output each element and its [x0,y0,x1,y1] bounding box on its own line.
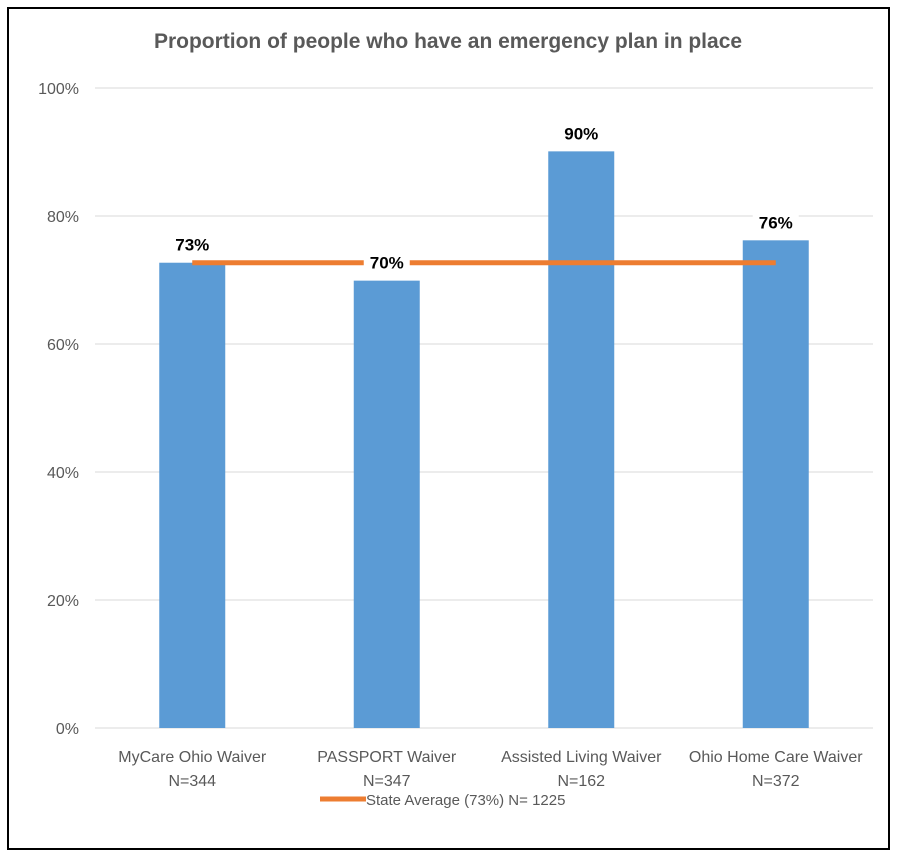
x-category-sample-size: N=347 [363,773,411,790]
y-tick-label: 40% [47,465,79,482]
y-tick-label: 60% [47,337,79,354]
bar [742,240,809,728]
data-label-background [169,233,216,256]
bars [159,151,809,729]
y-tick-label: 0% [56,721,79,738]
data-label: 73% [175,236,209,255]
data-label: 90% [564,124,598,143]
bar [548,151,615,729]
y-tick-label: 100% [38,81,79,98]
x-category-sample-size: N=344 [168,773,216,790]
data-label: 70% [370,254,404,273]
bar [159,262,226,728]
data-label: 76% [759,213,793,232]
y-tick-label: 80% [47,209,79,226]
bar [353,280,420,728]
x-category-sample-size: N=162 [557,773,605,790]
x-category-label: Ohio Home Care Waiver [689,749,863,766]
x-category-label: MyCare Ohio Waiver [118,749,267,766]
data-labels: 73% 70% 90% 76% [169,122,799,274]
y-axis-ticks: 0% 20% 40% 60% 80% 100% [38,81,79,738]
x-category-label: PASSPORT Waiver [317,749,457,766]
legend-label-state-average: State Average (73%) N= 1225 [366,792,565,809]
legend: State Average (73%) N= 1225 [320,792,565,809]
data-label-background [363,251,410,274]
data-label-background [558,122,605,145]
data-label-background [752,211,799,234]
chart-title: Proportion of people who have an emergen… [154,30,742,53]
x-category-label: Assisted Living Waiver [501,749,662,766]
x-category-sample-size: N=372 [752,773,800,790]
y-tick-label: 20% [47,593,79,610]
x-axis-categories: MyCare Ohio Waiver N=344 PASSPORT Waiver N=… [118,749,863,790]
